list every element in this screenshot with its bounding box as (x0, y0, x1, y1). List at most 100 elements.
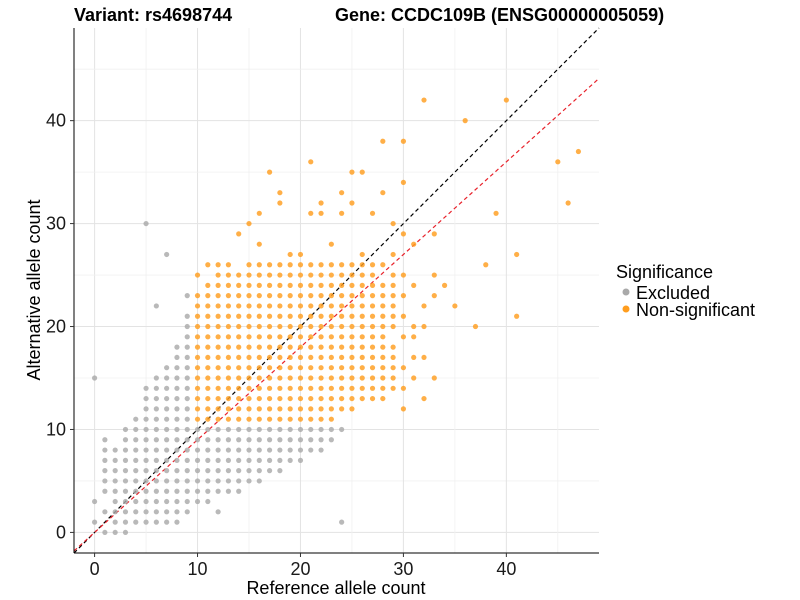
data-point-excluded (133, 457, 139, 463)
data-point-non-significant (277, 344, 283, 350)
data-point-excluded (143, 468, 149, 474)
data-point-non-significant (380, 190, 386, 196)
data-point-non-significant (349, 200, 355, 206)
data-point-non-significant (225, 303, 232, 309)
data-point-non-significant (225, 354, 232, 361)
identity-reference-line (73, 27, 600, 554)
data-point-non-significant (308, 354, 314, 361)
data-point-non-significant (246, 344, 252, 350)
data-point-non-significant (297, 395, 304, 402)
data-point-non-significant (359, 375, 365, 381)
data-point-non-significant (462, 118, 468, 124)
data-point-non-significant (318, 323, 324, 330)
data-point-non-significant (369, 303, 376, 309)
data-point-non-significant (246, 282, 252, 288)
data-point-non-significant (225, 365, 232, 371)
data-point-non-significant (308, 375, 314, 381)
data-point-non-significant (297, 406, 304, 412)
data-point-excluded (308, 426, 314, 433)
data-point-excluded (277, 426, 283, 433)
data-point-non-significant (390, 220, 396, 227)
data-point-non-significant (359, 293, 365, 299)
data-point-non-significant (236, 395, 242, 402)
data-point-non-significant (246, 354, 252, 361)
data-point-excluded (174, 344, 180, 350)
data-point-non-significant (318, 385, 324, 391)
data-point-excluded (184, 365, 190, 371)
data-point-excluded (225, 468, 232, 474)
data-point-non-significant (380, 282, 386, 288)
data-point-non-significant (328, 293, 334, 299)
data-point-non-significant (266, 365, 273, 371)
data-point-non-significant (339, 354, 345, 361)
data-point-non-significant (308, 313, 314, 319)
data-point-non-significant (297, 354, 304, 361)
data-point-non-significant (452, 303, 458, 309)
data-point-excluded (328, 426, 334, 433)
data-point-non-significant (205, 395, 211, 402)
data-point-non-significant (277, 190, 283, 196)
data-point-non-significant (380, 354, 386, 361)
data-point-non-significant (297, 282, 304, 288)
data-point-excluded (266, 468, 273, 474)
data-point-excluded (246, 457, 252, 463)
data-point-non-significant (328, 334, 334, 340)
data-point-non-significant (339, 334, 345, 340)
data-point-excluded (164, 498, 170, 505)
data-point-non-significant (225, 313, 232, 319)
data-point-non-significant (431, 231, 437, 237)
data-point-non-significant (411, 241, 417, 247)
data-point-non-significant (225, 334, 232, 340)
data-point-non-significant (277, 354, 283, 361)
data-point-excluded (174, 365, 180, 371)
data-point-non-significant (194, 344, 201, 350)
data-point-non-significant (287, 313, 293, 319)
data-point-non-significant (215, 365, 221, 371)
data-point-non-significant (246, 406, 252, 412)
data-point-excluded (266, 437, 273, 443)
data-point-excluded (91, 519, 98, 525)
data-point-excluded (236, 426, 242, 433)
data-point-non-significant (287, 344, 293, 350)
data-point-non-significant (380, 293, 386, 299)
fitted-reference-line (73, 77, 600, 552)
data-point-non-significant (215, 395, 221, 402)
data-point-non-significant (246, 334, 252, 340)
data-point-excluded (215, 457, 221, 463)
data-point-non-significant (380, 375, 386, 381)
data-point-non-significant (328, 241, 334, 247)
data-point-non-significant (328, 375, 334, 381)
data-point-excluded (164, 457, 170, 463)
data-point-excluded (225, 478, 232, 484)
data-point-excluded (236, 488, 242, 494)
data-point-non-significant (205, 323, 211, 330)
data-point-non-significant (318, 365, 324, 371)
data-point-non-significant (215, 334, 221, 340)
data-point-excluded (153, 406, 159, 412)
data-point-non-significant (256, 323, 262, 330)
data-point-non-significant (215, 262, 221, 268)
data-point-excluded (236, 437, 242, 443)
data-point-excluded (256, 437, 262, 443)
data-point-excluded (112, 519, 118, 525)
data-point-non-significant (359, 313, 365, 319)
data-point-non-significant (194, 334, 201, 340)
data-point-non-significant (318, 334, 324, 340)
data-point-excluded (102, 529, 108, 536)
data-point-non-significant (194, 406, 201, 412)
data-point-non-significant (390, 293, 396, 299)
data-point-non-significant (266, 272, 273, 278)
data-point-non-significant (318, 200, 324, 206)
data-point-non-significant (328, 282, 334, 288)
data-point-non-significant (390, 323, 396, 330)
data-point-excluded (164, 509, 170, 515)
data-point-non-significant (277, 395, 283, 402)
data-point-non-significant (328, 365, 334, 371)
legend-label-non-significant: Non-significant (636, 300, 755, 320)
data-point-non-significant (318, 272, 324, 278)
data-point-non-significant (246, 272, 252, 278)
data-point-non-significant (277, 200, 283, 206)
